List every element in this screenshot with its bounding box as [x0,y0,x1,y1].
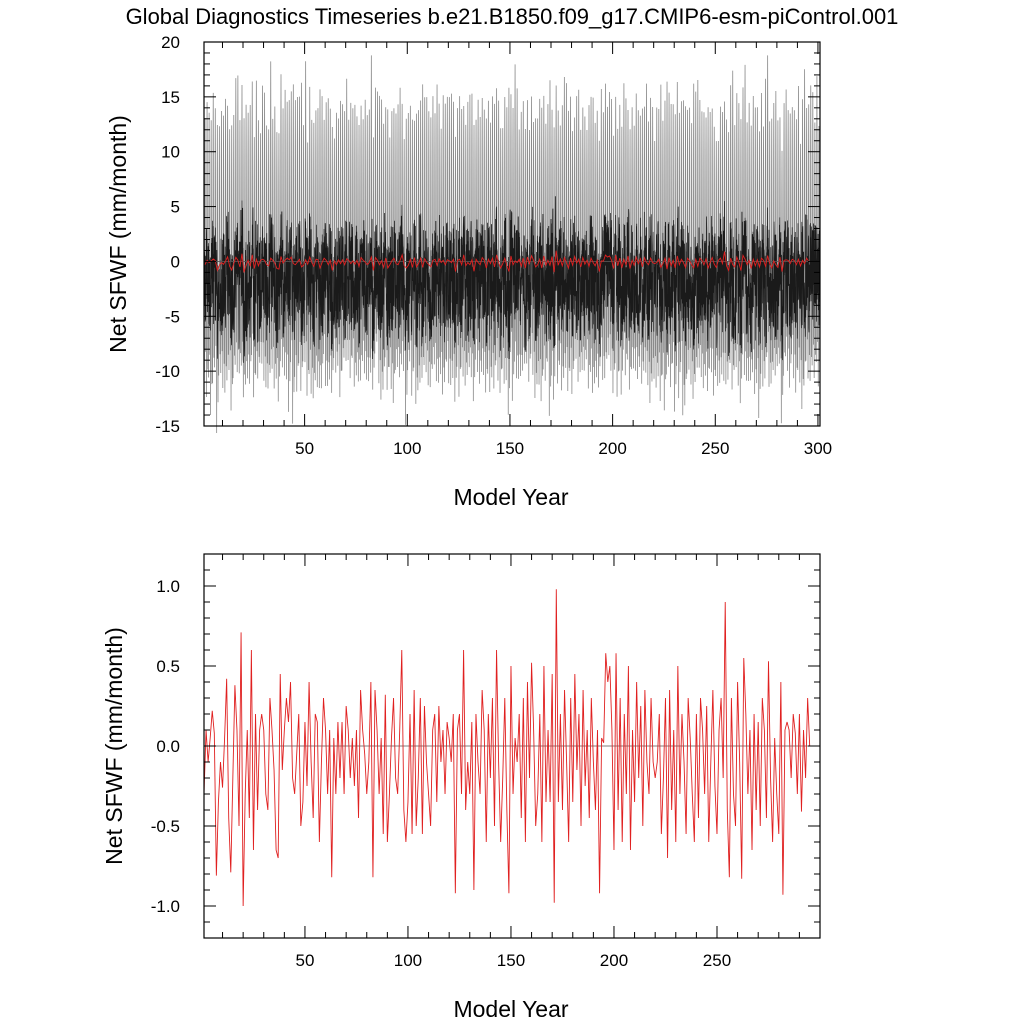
y-tick-label: -15 [155,417,180,436]
bottom-panel-ylabel: Net SFWF (mm/month) [101,627,127,865]
monthly-core-series-line [203,196,821,363]
bottom-panel-axes: 50 100 150 200 250 -1.0 -0.5 0.0 0.5 1.0 [151,553,821,970]
y-tick-label: -5 [165,307,180,326]
y-tick-label: 15 [161,88,180,107]
bottom-panel-xlabel: Model Year [453,996,568,1022]
bottom-panel-series [203,589,820,907]
x-tick-label: 200 [600,951,628,970]
top-panel-xlabel: Model Year [453,484,568,510]
bottom-panel-annual-mean: 50 100 150 200 250 -1.0 -0.5 0.0 0.5 1.0 Model Ye… [101,553,821,1022]
x-tick-label: 250 [703,951,731,970]
annual-mean-series-line [204,250,810,273]
plot-frame [203,41,821,427]
y-tick-label: -0.5 [151,817,180,836]
x-tick-label: 200 [598,439,626,458]
x-tick-label: 300 [804,439,832,458]
y-tick-label: 10 [161,143,180,162]
x-tick-label: 100 [394,951,422,970]
top-panel-axes: 50 100 150 200 250 300 -15 -10 -5 0 5 10 15 20 [155,33,832,458]
y-tick-label: 0.0 [156,737,180,756]
y-tick-label: 20 [161,33,180,52]
top-panel-ylabel: Net SFWF (mm/month) [105,115,131,353]
x-tick-label: 150 [496,439,524,458]
x-tick-label: 150 [497,951,525,970]
top-panel-series [203,55,821,433]
top-panel-monthly-and-annual: 50 100 150 200 250 300 -15 -10 -5 0 5 10 15 20 Model … [105,33,832,510]
y-tick-label: 0 [171,252,180,271]
x-tick-label: 100 [393,439,421,458]
x-tick-label: 50 [295,951,314,970]
x-tick-label: 250 [701,439,729,458]
annual-mean-series-line [203,589,811,907]
y-tick-label: -1.0 [151,897,180,916]
x-tick-label: 50 [295,439,314,458]
y-tick-label: 1.0 [156,577,180,596]
y-tick-label: 0.5 [156,657,180,676]
y-tick-label: -10 [155,362,180,381]
y-tick-label: 5 [171,198,180,217]
figure-title: Global Diagnostics Timeseries b.e21.B185… [126,4,899,29]
